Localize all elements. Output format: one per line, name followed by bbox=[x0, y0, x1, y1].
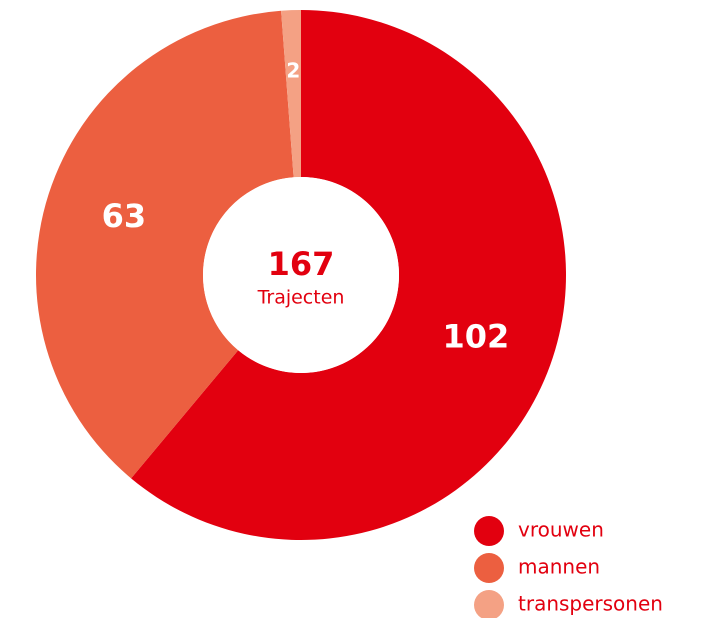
legend-label: mannen bbox=[518, 555, 600, 579]
slice bbox=[35, 10, 294, 479]
legend-label: vrouwen bbox=[518, 518, 604, 542]
center-hole bbox=[203, 177, 399, 373]
data-label: 63 bbox=[102, 197, 147, 235]
legend-label: transpersonen bbox=[518, 592, 663, 616]
legend-swatch bbox=[474, 590, 504, 618]
data-label: 2 bbox=[286, 59, 300, 83]
data-label: 102 bbox=[442, 317, 509, 355]
legend-swatch bbox=[474, 516, 504, 546]
center-label: Trajecten bbox=[257, 287, 345, 309]
slice bbox=[281, 10, 301, 178]
center-value: 167 bbox=[268, 245, 335, 283]
legend-swatch bbox=[474, 553, 504, 583]
slice bbox=[131, 10, 566, 541]
